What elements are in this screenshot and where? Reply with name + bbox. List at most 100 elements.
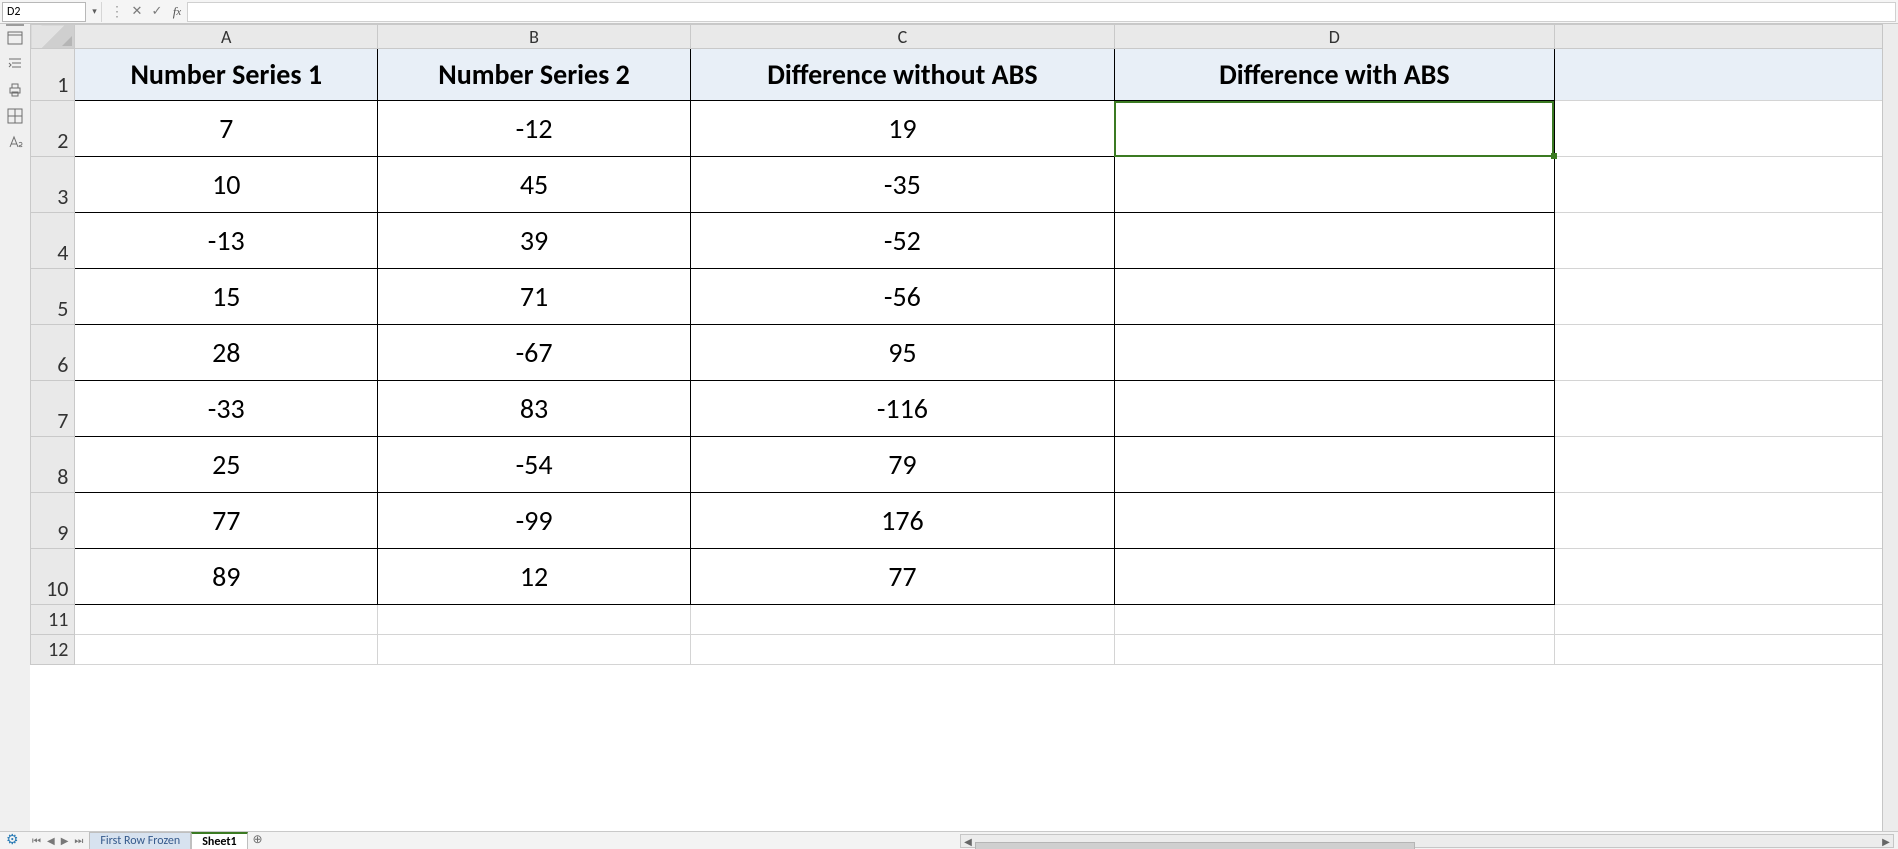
row-header-7[interactable]: 7: [31, 381, 75, 437]
vertical-scrollbar[interactable]: [1882, 24, 1898, 831]
sidebar-handle[interactable]: [6, 24, 24, 26]
scroll-thumb[interactable]: [975, 842, 1415, 849]
cell-C12[interactable]: [690, 635, 1114, 665]
cell-D9[interactable]: [1114, 493, 1554, 549]
cell-C3[interactable]: -35: [690, 157, 1114, 213]
cell-blank-5[interactable]: [1554, 269, 1882, 325]
cell-B4[interactable]: 39: [378, 213, 691, 269]
tab-prev-icon[interactable]: ◀: [47, 834, 55, 847]
column-header-blank[interactable]: [1554, 25, 1882, 49]
scroll-right-icon[interactable]: ▶: [1879, 835, 1893, 848]
cell-C4[interactable]: -52: [690, 213, 1114, 269]
cell-B12[interactable]: [378, 635, 691, 665]
cell-D12[interactable]: [1114, 635, 1554, 665]
name-box[interactable]: D2: [2, 2, 86, 22]
cell-B7[interactable]: 83: [378, 381, 691, 437]
indent-icon[interactable]: [6, 56, 24, 72]
cell-A9[interactable]: 77: [75, 493, 378, 549]
cell-D4[interactable]: [1114, 213, 1554, 269]
row-header-5[interactable]: 5: [31, 269, 75, 325]
scroll-left-icon[interactable]: ◀: [961, 835, 975, 848]
calendar-icon[interactable]: [6, 30, 24, 46]
fx-icon[interactable]: fx: [167, 2, 187, 22]
cell-blank-7[interactable]: [1554, 381, 1882, 437]
cell-B10[interactable]: 12: [378, 549, 691, 605]
tab-next-icon[interactable]: ▶: [61, 834, 69, 847]
cell-D5[interactable]: [1114, 269, 1554, 325]
cancel-icon[interactable]: ✕: [127, 2, 147, 22]
cell-blank-8[interactable]: [1554, 437, 1882, 493]
column-header-B[interactable]: B: [378, 25, 691, 49]
sheet-tab-first-row-frozen[interactable]: First Row Frozen: [89, 832, 191, 849]
cell-A8[interactable]: 25: [75, 437, 378, 493]
cell-A3[interactable]: 10: [75, 157, 378, 213]
cell-B3[interactable]: 45: [378, 157, 691, 213]
print-icon[interactable]: [6, 82, 24, 98]
cell-blank-6[interactable]: [1554, 325, 1882, 381]
cell-blank-10[interactable]: [1554, 549, 1882, 605]
cell-A4[interactable]: -13: [75, 213, 378, 269]
row-header-6[interactable]: 6: [31, 325, 75, 381]
spreadsheet[interactable]: ABCD1Number Series 1Number Series 2Diffe…: [30, 24, 1882, 831]
cell-D2[interactable]: [1114, 101, 1554, 157]
column-header-D[interactable]: D: [1114, 25, 1554, 49]
cell-D3[interactable]: [1114, 157, 1554, 213]
cell-C11[interactable]: [690, 605, 1114, 635]
accept-icon[interactable]: ✓: [147, 2, 167, 22]
cell-A10[interactable]: 89: [75, 549, 378, 605]
add-sheet-button[interactable]: ⊕: [248, 832, 268, 849]
cell-D10[interactable]: [1114, 549, 1554, 605]
cell-C2[interactable]: 19: [690, 101, 1114, 157]
name-box-dropdown[interactable]: ▾: [88, 2, 102, 22]
grid-icon[interactable]: [6, 108, 24, 124]
row-header-1[interactable]: 1: [31, 49, 75, 101]
cell-C10[interactable]: 77: [690, 549, 1114, 605]
cell-A1[interactable]: Number Series 1: [75, 49, 378, 101]
gear-icon[interactable]: ⚙: [6, 831, 19, 848]
cell-blank-9[interactable]: [1554, 493, 1882, 549]
cell-B5[interactable]: 71: [378, 269, 691, 325]
column-header-A[interactable]: A: [75, 25, 378, 49]
tab-last-icon[interactable]: ⏭: [74, 834, 83, 847]
cell-C9[interactable]: 176: [690, 493, 1114, 549]
row-header-11[interactable]: 11: [31, 605, 75, 635]
cell-D11[interactable]: [1114, 605, 1554, 635]
cell-blank-3[interactable]: [1554, 157, 1882, 213]
cell-C8[interactable]: 79: [690, 437, 1114, 493]
cell-A12[interactable]: [75, 635, 378, 665]
formula-input[interactable]: [187, 2, 1896, 22]
cell-blank-4[interactable]: [1554, 213, 1882, 269]
cell-B11[interactable]: [378, 605, 691, 635]
select-all-corner[interactable]: [31, 25, 75, 49]
cell-blank-11[interactable]: [1554, 605, 1882, 635]
row-header-2[interactable]: 2: [31, 101, 75, 157]
cell-D1[interactable]: Difference with ABS: [1114, 49, 1554, 101]
cell-D8[interactable]: [1114, 437, 1554, 493]
cell-B8[interactable]: -54: [378, 437, 691, 493]
horizontal-scrollbar[interactable]: ◀ ▶: [960, 834, 1894, 848]
cell-C7[interactable]: -116: [690, 381, 1114, 437]
cell-A6[interactable]: 28: [75, 325, 378, 381]
row-header-3[interactable]: 3: [31, 157, 75, 213]
cell-B6[interactable]: -67: [378, 325, 691, 381]
cell-C1[interactable]: Difference without ABS: [690, 49, 1114, 101]
cell-B9[interactable]: -99: [378, 493, 691, 549]
cell-A2[interactable]: 7: [75, 101, 378, 157]
cell-D6[interactable]: [1114, 325, 1554, 381]
row-header-10[interactable]: 10: [31, 549, 75, 605]
cell-C5[interactable]: -56: [690, 269, 1114, 325]
tab-first-icon[interactable]: ⏮: [32, 834, 41, 847]
cell-A11[interactable]: [75, 605, 378, 635]
column-header-C[interactable]: C: [690, 25, 1114, 49]
cell-A5[interactable]: 15: [75, 269, 378, 325]
cell-C6[interactable]: 95: [690, 325, 1114, 381]
cell-A7[interactable]: -33: [75, 381, 378, 437]
cell-B1[interactable]: Number Series 2: [378, 49, 691, 101]
sheet-tab-sheet1[interactable]: Sheet1: [191, 832, 247, 849]
cell-blank-12[interactable]: [1554, 635, 1882, 665]
cell-D7[interactable]: [1114, 381, 1554, 437]
row-header-4[interactable]: 4: [31, 213, 75, 269]
text-icon[interactable]: [6, 134, 24, 150]
row-header-12[interactable]: 12: [31, 635, 75, 665]
cell-blank-1[interactable]: [1554, 49, 1882, 101]
